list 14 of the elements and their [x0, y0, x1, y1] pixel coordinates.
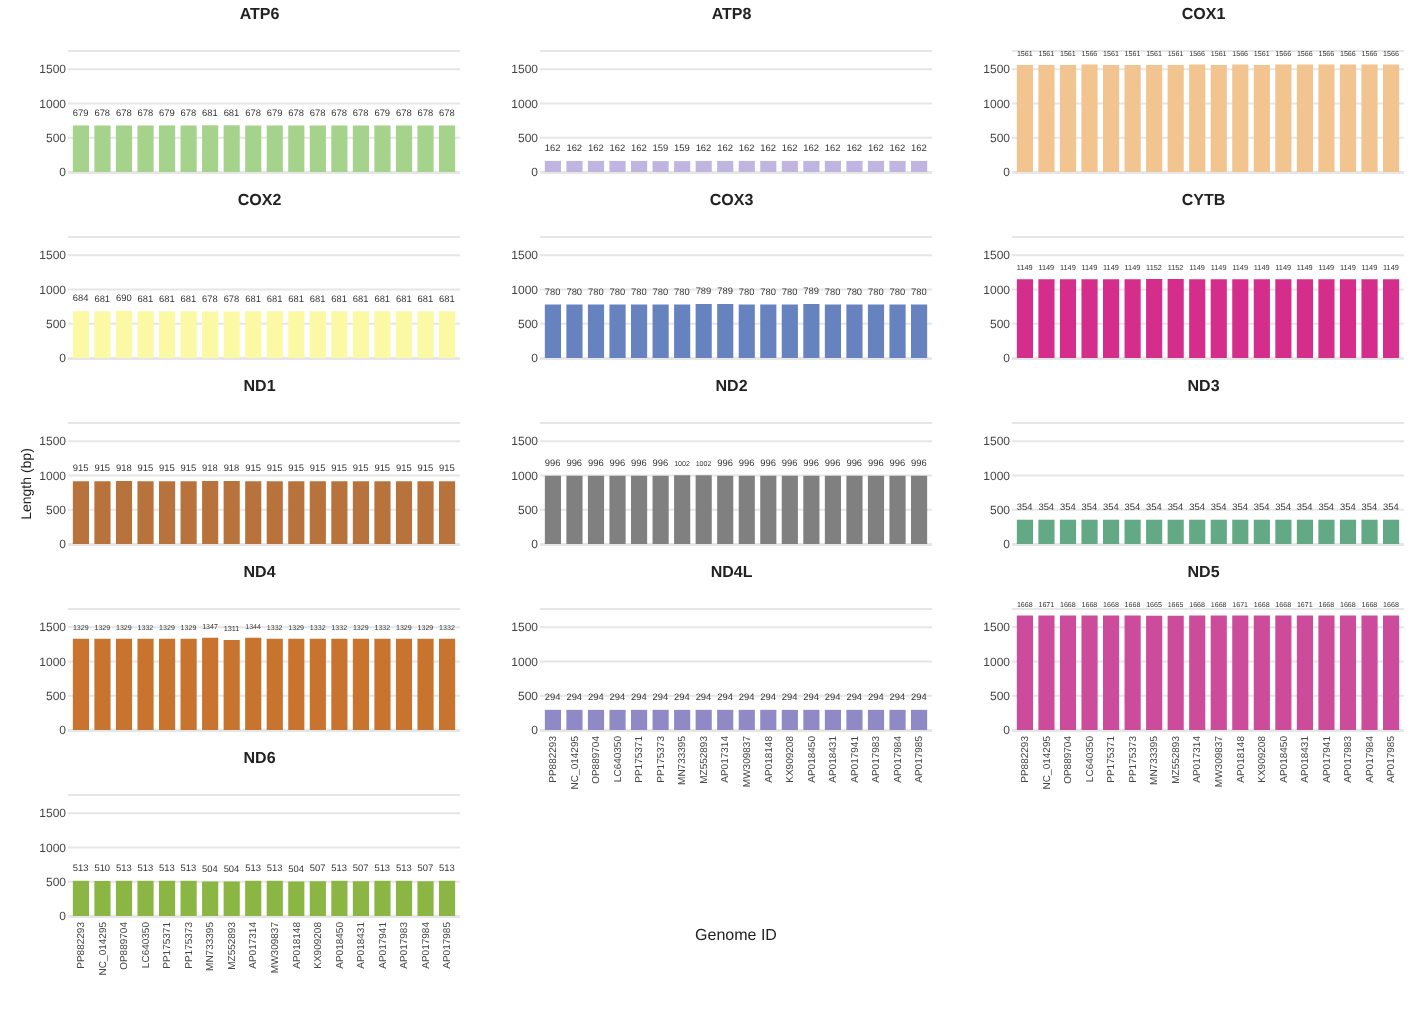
chart-title: COX1 [1181, 5, 1227, 24]
chart-title: ND6 [243, 749, 277, 768]
x-axis-title: Genome ID [695, 925, 778, 944]
chart-title: ND1 [243, 377, 277, 396]
chart-title: ATP8 [711, 5, 753, 24]
chart-title: COX2 [237, 191, 283, 210]
chart-title: ND5 [1187, 563, 1221, 582]
chart-title: ND4L [710, 563, 753, 582]
chart-title: ND2 [715, 377, 749, 396]
chart-title: CYTB [1181, 191, 1226, 210]
chart-title: ATP6 [239, 5, 281, 24]
chart-title: ND4 [243, 563, 277, 582]
chart-title: COX3 [709, 191, 755, 210]
chart-title: ND3 [1187, 377, 1221, 396]
